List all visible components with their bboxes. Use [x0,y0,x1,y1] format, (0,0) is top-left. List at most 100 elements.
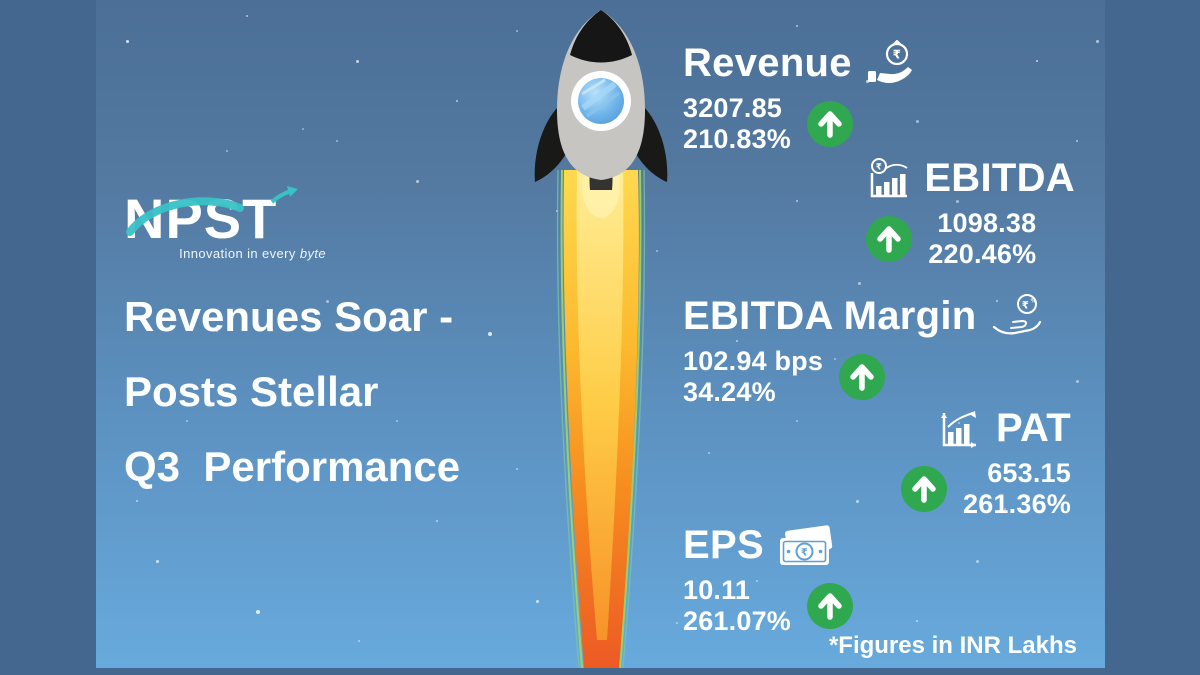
logo-swoosh [126,197,244,236]
star-dot [866,80,869,83]
star-dot [416,180,419,183]
star-dot [356,60,359,63]
growth-bar-chart-icon [941,410,977,448]
star-dot [456,100,458,102]
up-arrow-badge [839,353,886,400]
star-dot [156,560,159,563]
star-dot [976,560,979,563]
up-arrow-badge [807,100,853,147]
star-dot [1076,380,1079,383]
rupee-money-bag-hand-icon: ₹ [867,40,912,83]
star-dot [736,340,738,342]
headline-line-2: Posts Stellar [124,367,379,415]
star-dot [246,15,248,17]
metric-label: Revenue [683,40,852,85]
metric-eps: EPS ₹ 10.11 261.07% [683,523,853,637]
logo-arrow-head [287,186,298,197]
metric-eps-header: EPS ₹ [683,523,853,568]
star-dot [996,300,998,302]
metric-values: 10.11 261.07% [683,575,791,637]
star-dot [126,40,129,43]
up-arrow-badge [866,215,913,262]
npst-logo-mark: NPST [124,186,298,250]
up-arrow-icon [850,364,874,391]
star-dot [834,358,836,360]
metric-growth: 261.36% [963,488,1071,519]
star-dot [1004,508,1006,510]
metric-growth: 261.07% [683,605,791,636]
headline-line-1: Revenues Soar - [124,293,454,340]
star-dot [796,25,798,27]
star-dot [1096,40,1099,43]
star-dot [1076,140,1078,142]
star-dot [336,140,338,142]
svg-text:₹: ₹ [801,547,808,558]
rocket-window [571,71,631,131]
figures-unit-footnote: *Figures in INR Lakhs [828,632,1077,659]
poster-background: NPST Innovation in every byte Revenues S… [96,0,1105,668]
star-dot [186,420,188,422]
star-dot [796,420,798,422]
metric-values: 1098.38 220.46% [928,208,1036,270]
metric-growth: 210.83% [683,123,791,154]
metric-revenue: Revenue ₹ 3207.85 210.83% [683,40,914,155]
content-layer: NPST Innovation in every byte Revenues S… [96,0,1105,668]
star-dot [296,480,299,483]
rocket-right-fin [633,108,668,182]
headline: Revenues Soar - Posts Stellar Q3 Perform… [124,280,460,504]
star-dot [156,230,158,232]
metric-value: 10.11 [683,575,751,605]
star-dot [516,30,518,32]
logo-tagline: Innovation in every byte [179,246,326,261]
star-dot [858,282,861,285]
metric-label: EPS [683,523,764,567]
bar-chart-rupee-coin-icon: ₹ [871,157,908,197]
star-dot [916,120,919,123]
star-dot [302,128,304,130]
metric-growth: 220.46% [928,238,1037,269]
metric-values: 653.15 261.36% [963,458,1071,520]
metric-value: 102.94 bps [683,346,824,376]
svg-text:₹: ₹ [876,162,882,172]
headline-line-3: Q3 Performance [124,442,461,490]
metric-ebitda-margin: EBITDA Margin ₹ % 102.94 bps 34.24% [683,293,1043,408]
svg-text:%: % [1030,299,1036,305]
star-dot [956,200,959,203]
metric-value: 1098.38 [937,208,1037,238]
metric-pat: PAT 653.15 261.36% [901,406,1071,520]
metric-label: EBITDA [924,156,1075,200]
star-dot [708,452,710,454]
star-dot [136,500,138,502]
metric-revenue-header: Revenue ₹ [683,40,914,86]
star-dot [226,150,228,152]
star-dot [436,520,438,522]
star-dot [958,422,960,424]
up-arrow-icon [818,111,842,138]
up-arrow-icon [818,593,842,620]
rocket-left-fin [534,108,569,182]
metric-value: 3207.85 [683,93,782,123]
star-dot [856,500,859,503]
star-dot [358,640,360,642]
metric-ebitda-header: ₹ EBITDA [866,156,1075,201]
metric-pat-header: PAT [901,406,1071,451]
metric-values: 3207.85 210.83% [683,93,791,155]
svg-text:₹: ₹ [1021,301,1028,312]
npst-logo: NPST Innovation in every byte [122,186,332,261]
star-dot [516,468,518,470]
rocket-nose-cone [570,10,632,63]
up-arrow-icon [912,476,936,503]
metric-ebitda-margin-header: EBITDA Margin ₹ % [683,293,1043,339]
up-arrow-icon [877,226,902,253]
metric-growth: 34.24% [683,376,776,407]
metric-values: 102.94 bps 34.24% [683,346,823,408]
star-dot [916,620,918,622]
metric-label: PAT [996,406,1071,450]
star-dot [216,330,218,332]
rocket-illustration [534,10,668,190]
rupee-banknote-icon: ₹ [779,524,833,565]
star-dot [756,580,758,582]
star-dot [676,622,678,624]
up-arrow-badge [807,582,853,629]
